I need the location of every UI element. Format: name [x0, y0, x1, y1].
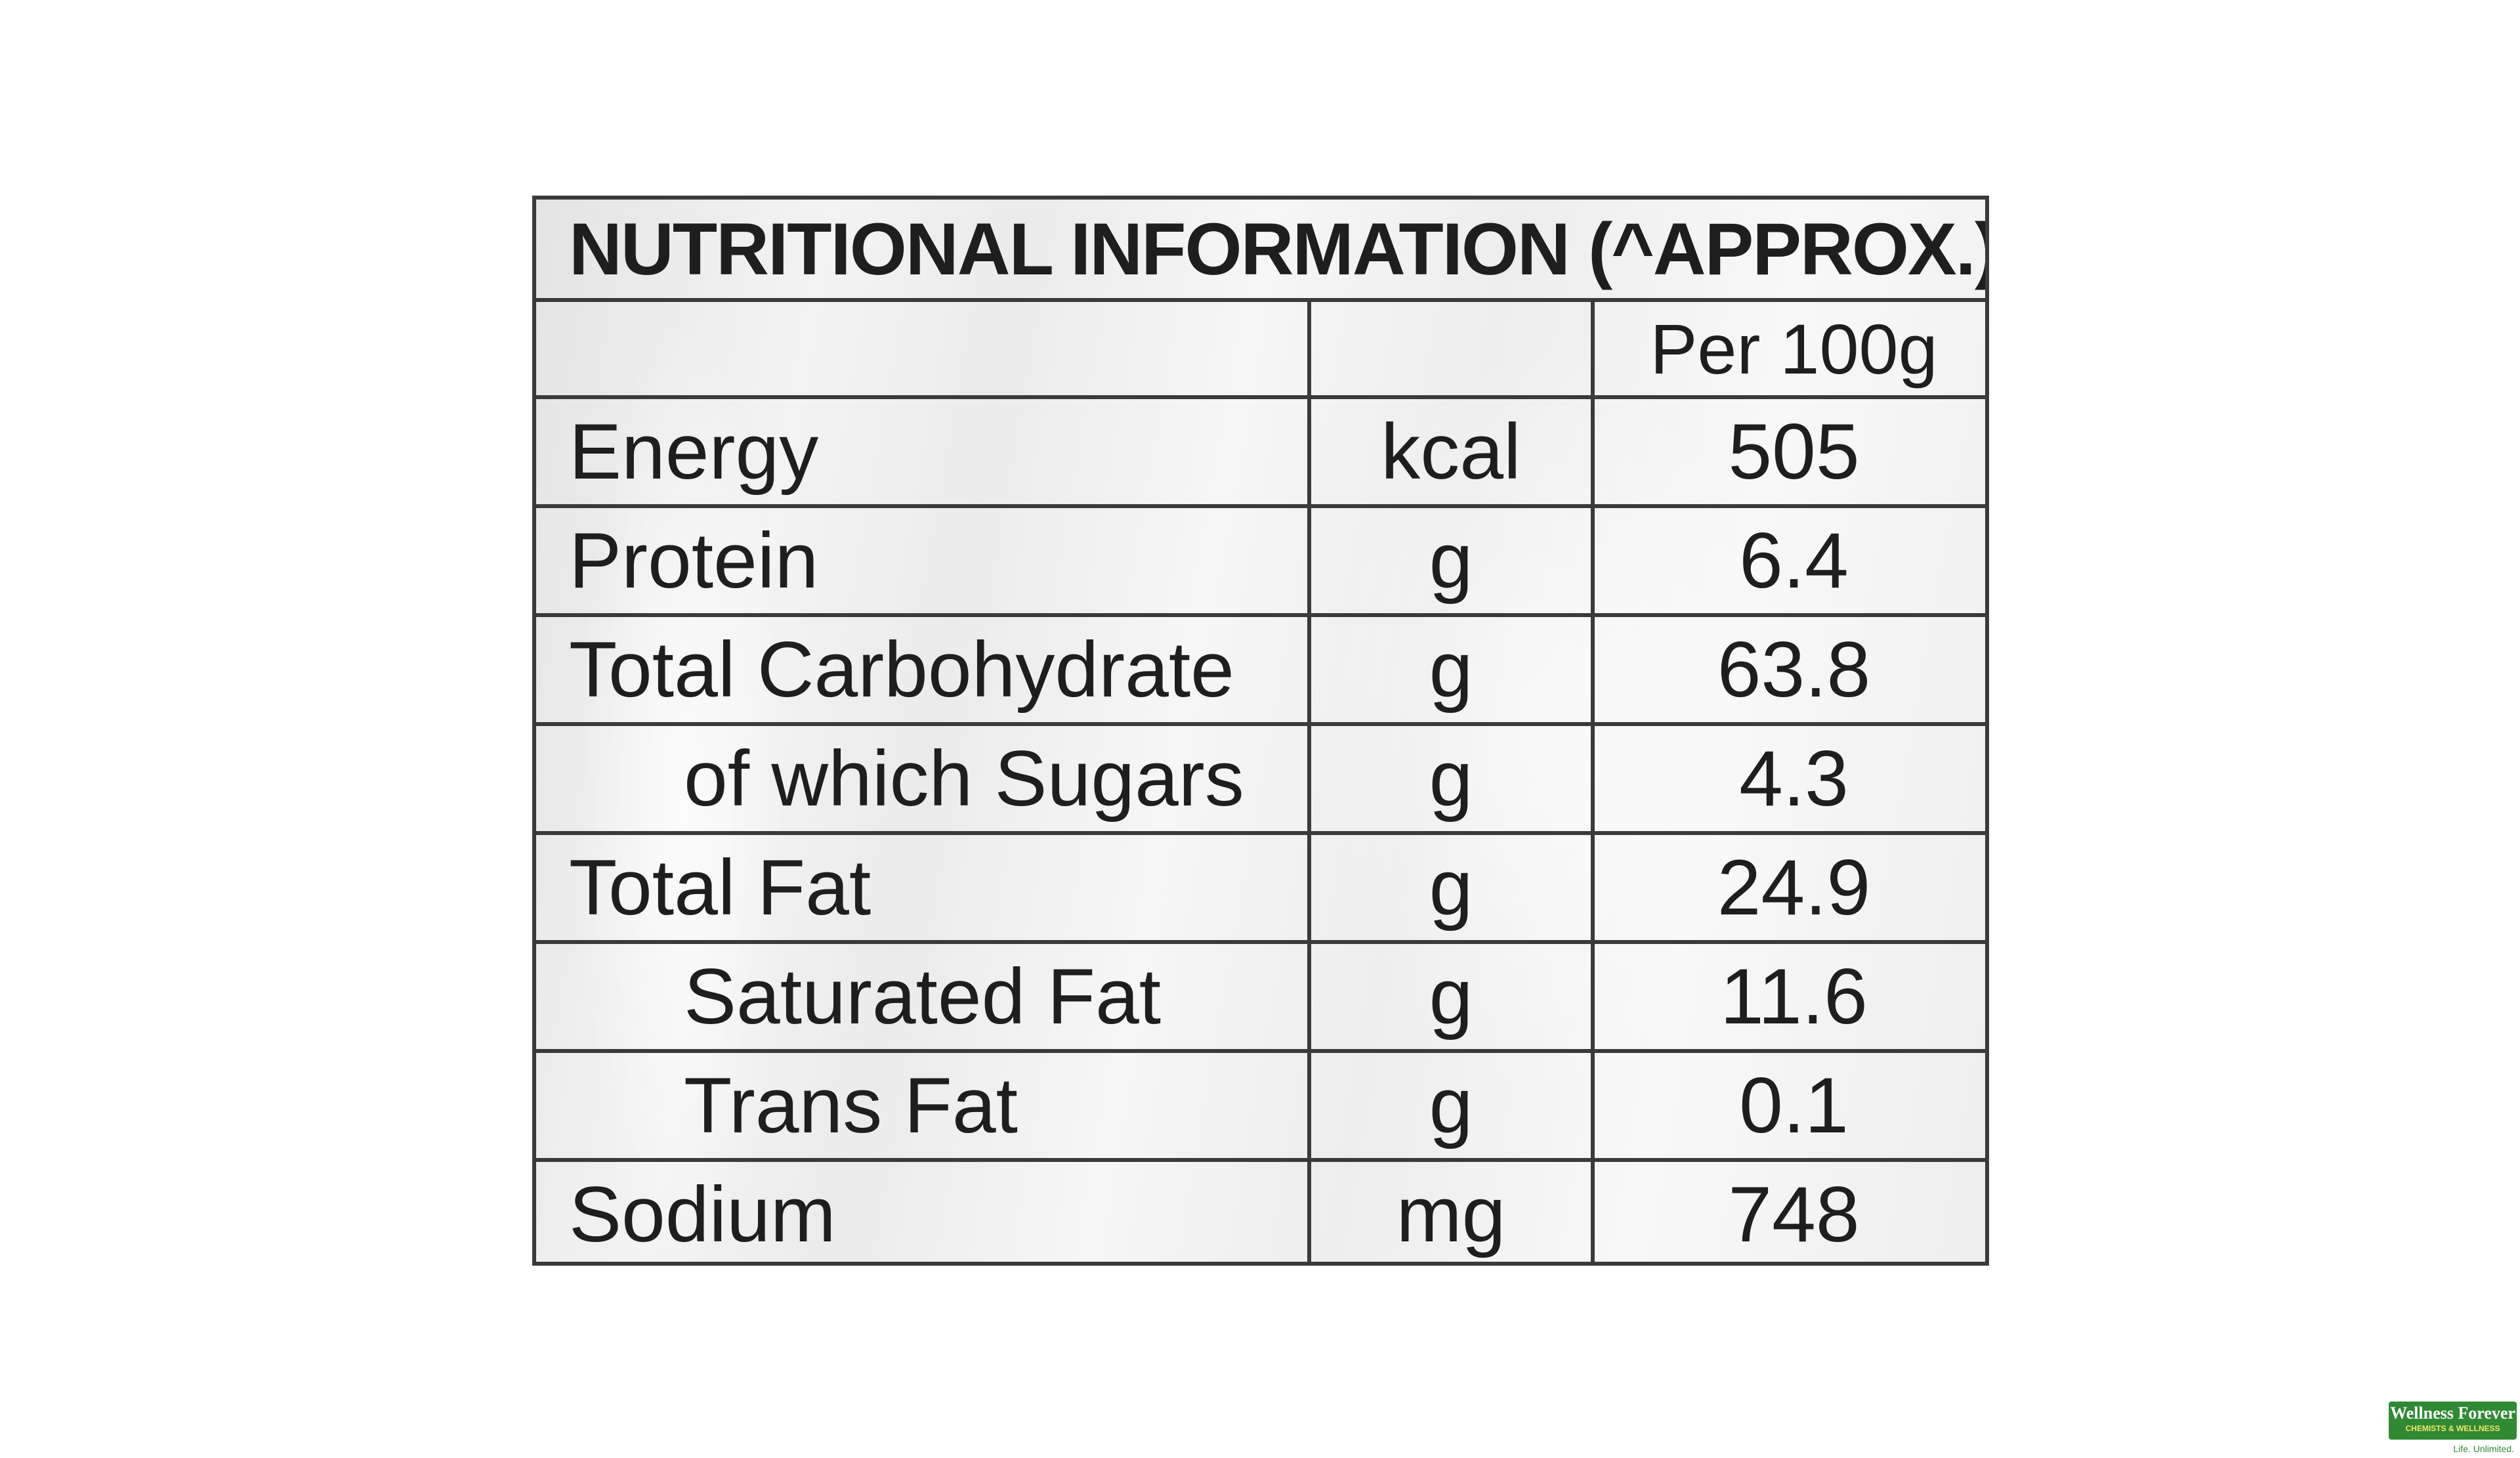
nutrition-table: NUTRITIONAL INFORMATION (^APPROX.): Per …	[536, 200, 1985, 1262]
nutrient-value: 6.4	[1590, 504, 1985, 617]
nutrient-value: 4.3	[1590, 722, 1985, 835]
table-title: NUTRITIONAL INFORMATION (^APPROX.):	[536, 200, 1985, 302]
nutrient-name: Total Carbohydrate	[536, 613, 1311, 726]
nutrient-name: Total Fat	[536, 831, 1311, 944]
nutrient-name: Energy	[536, 395, 1311, 508]
nutrient-name: Saturated Fat	[536, 940, 1311, 1053]
nutrient-unit: mg	[1307, 1158, 1595, 1262]
nutrient-value: 0.1	[1590, 1049, 1985, 1162]
nutrient-value: 748	[1590, 1158, 1985, 1262]
table-row: Protein g 6.4	[536, 504, 1985, 617]
table-row: Energy kcal 505	[536, 395, 1985, 508]
table-row: of which Sugars g 4.3	[536, 722, 1985, 835]
nutrient-unit: g	[1307, 722, 1595, 835]
nutrient-name: Protein	[536, 504, 1311, 617]
brand-subtitle: CHEMISTS & WELLNESS	[2405, 1424, 2500, 1433]
table-row: Total Carbohydrate g 63.8	[536, 613, 1985, 726]
brand-name: Wellness Forever	[2390, 1404, 2515, 1423]
nutrient-unit: g	[1307, 613, 1595, 726]
nutrient-value: 63.8	[1590, 613, 1985, 726]
header-unit-cell	[1307, 298, 1595, 399]
header-name-cell	[536, 298, 1311, 399]
title-row: NUTRITIONAL INFORMATION (^APPROX.):	[536, 200, 1985, 302]
nutrient-value: 24.9	[1590, 831, 1985, 944]
nutrient-unit: g	[1307, 940, 1595, 1053]
header-row: Per 100g	[536, 298, 1985, 399]
brand-tagline: Life. Unlimited.	[2453, 1444, 2514, 1454]
per-100g-header: Per 100g	[1590, 298, 1985, 399]
nutrient-unit: g	[1307, 831, 1595, 944]
nutrient-name: of which Sugars	[536, 722, 1311, 835]
table-row: Trans Fat g 0.1	[536, 1049, 1985, 1162]
wellness-forever-logo: Wellness Forever CHEMISTS & WELLNESS Lif…	[2389, 1402, 2517, 1455]
table-row: Sodium mg 748	[536, 1158, 1985, 1262]
nutrient-value: 505	[1590, 395, 1985, 508]
table-row: Total Fat g 24.9	[536, 831, 1985, 944]
nutrient-name: Sodium	[536, 1158, 1311, 1262]
nutrient-value: 11.6	[1590, 940, 1985, 1053]
table-row: Saturated Fat g 11.6	[536, 940, 1985, 1053]
nutrition-label: NUTRITIONAL INFORMATION (^APPROX.): Per …	[532, 196, 1989, 1266]
nutrient-name: Trans Fat	[536, 1049, 1311, 1162]
nutrient-unit: g	[1307, 504, 1595, 617]
nutrient-unit: g	[1307, 1049, 1595, 1162]
logo-badge	[2389, 1402, 2517, 1440]
nutrient-unit: kcal	[1307, 395, 1595, 508]
